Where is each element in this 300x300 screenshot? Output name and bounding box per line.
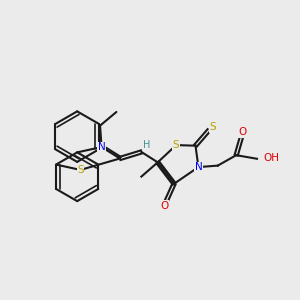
Text: H: H (143, 140, 150, 150)
Text: O: O (160, 201, 168, 211)
Text: S: S (77, 165, 84, 175)
Text: N: N (195, 162, 202, 172)
Text: O: O (238, 127, 246, 137)
Text: OH: OH (263, 153, 280, 163)
Text: N: N (98, 142, 105, 152)
Text: S: S (209, 122, 216, 132)
Text: S: S (173, 140, 179, 150)
